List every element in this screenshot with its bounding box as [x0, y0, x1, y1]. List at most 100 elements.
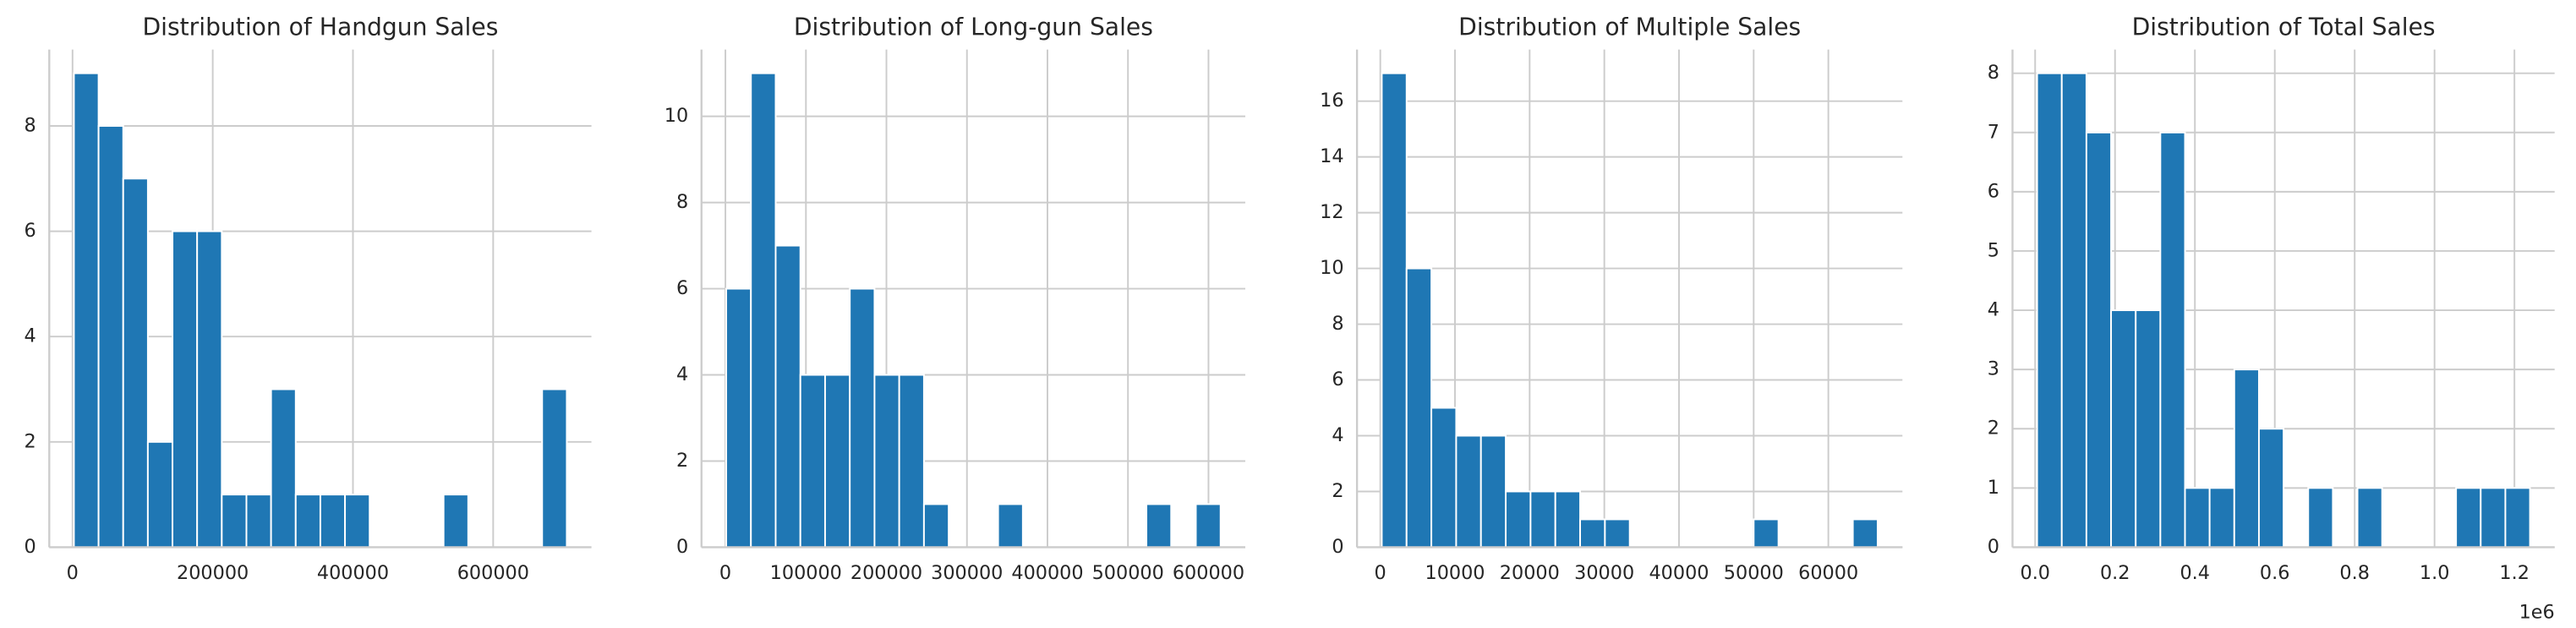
- x-tick-label: 400000: [1011, 562, 1083, 584]
- y-tick-label: 1: [1988, 477, 1999, 499]
- bar: [873, 374, 900, 549]
- bar: [1479, 434, 1507, 549]
- bar: [1195, 503, 1222, 549]
- chart-title: Distribution of Multiple Sales: [1458, 13, 1801, 41]
- x-tick-label: 0.2: [2100, 562, 2130, 584]
- bar: [1604, 518, 1631, 549]
- bar: [1381, 72, 1408, 549]
- bar: [221, 494, 248, 549]
- bar: [799, 374, 826, 549]
- bar: [2257, 428, 2285, 549]
- bar: [2480, 487, 2507, 549]
- y-tick-label: 6: [25, 220, 36, 242]
- bar: [2135, 309, 2162, 549]
- y-tick-label: 8: [676, 191, 688, 213]
- bar: [2208, 487, 2235, 549]
- bar: [1554, 490, 1582, 549]
- y-tick-label: 0: [1332, 536, 1343, 558]
- bar: [2356, 487, 2383, 549]
- y-tick-label: 6: [1332, 369, 1343, 390]
- chart-title: Distribution of Long-gun Sales: [794, 13, 1153, 41]
- y-tick-label: 2: [1332, 480, 1343, 502]
- bar: [849, 287, 876, 549]
- x-tick-label: 0: [719, 562, 731, 584]
- bar: [196, 230, 223, 549]
- x-tick-label: 100000: [770, 562, 842, 584]
- bar: [2504, 487, 2531, 549]
- bar: [2184, 487, 2211, 549]
- bar: [774, 244, 801, 549]
- x-tick-label: 600000: [1173, 562, 1244, 584]
- bar: [2159, 131, 2186, 549]
- bar: [1430, 407, 1458, 549]
- x-tick-label: 0: [1375, 562, 1386, 584]
- x-tick-label: 500000: [1092, 562, 1164, 584]
- y-tick-label: 0: [676, 536, 688, 558]
- x-tick-label: 600000: [457, 562, 529, 584]
- x-tick-label: 1.0: [2420, 562, 2450, 584]
- bar: [2455, 487, 2482, 549]
- x-tick-label: 10000: [1425, 562, 1485, 584]
- x-tick-label: 30000: [1574, 562, 1634, 584]
- bar: [1753, 518, 1780, 549]
- y-tick-label: 4: [676, 363, 688, 385]
- x-offset-label: 1e6: [2519, 602, 2555, 624]
- y-tick-label: 8: [1988, 62, 1999, 84]
- bar: [1529, 490, 1556, 549]
- bar: [1851, 518, 1879, 549]
- x-tick-label: 400000: [317, 562, 389, 584]
- y-tick-label: 16: [1320, 90, 1343, 112]
- y-tick-label: 7: [1988, 121, 1999, 143]
- y-tick-label: 3: [1988, 358, 1999, 380]
- x-tick-label: 300000: [931, 562, 1003, 584]
- x-tick-label: 0: [67, 562, 79, 584]
- bar: [122, 177, 149, 549]
- bar: [172, 230, 199, 549]
- bar: [1455, 434, 1482, 549]
- x-tick-label: 50000: [1724, 562, 1784, 584]
- y-tick-label: 0: [25, 536, 36, 558]
- bar: [442, 494, 469, 549]
- bar: [1146, 503, 1173, 549]
- bar: [1405, 267, 1433, 549]
- bar: [73, 72, 100, 549]
- x-tick-label: 40000: [1649, 562, 1709, 584]
- y-tick-label: 14: [1320, 145, 1343, 167]
- y-tick-label: 2: [676, 450, 688, 472]
- x-tick-label: 1.2: [2499, 562, 2530, 584]
- chart-title: Distribution of Handgun Sales: [142, 13, 498, 41]
- x-tick-label: 200000: [850, 562, 922, 584]
- bar: [922, 503, 950, 549]
- y-tick-label: 8: [25, 114, 36, 136]
- bar: [245, 494, 272, 549]
- y-tick-label: 2: [1988, 418, 1999, 440]
- bar: [2307, 487, 2334, 549]
- x-tick-label: 60000: [1798, 562, 1858, 584]
- bar: [294, 494, 321, 549]
- bar: [898, 374, 925, 549]
- bar: [1505, 490, 1532, 549]
- bar: [2233, 369, 2260, 549]
- x-tick-label: 0.6: [2260, 562, 2290, 584]
- x-tick-label: 0.0: [2020, 562, 2050, 584]
- y-tick-label: 10: [1320, 257, 1343, 279]
- y-tick-label: 8: [1332, 313, 1343, 335]
- y-tick-label: 0: [1988, 536, 1999, 558]
- y-tick-label: 4: [25, 325, 36, 347]
- bar: [2036, 72, 2063, 549]
- bar: [344, 494, 371, 549]
- x-tick-label: 20000: [1500, 562, 1560, 584]
- x-tick-label: 0.8: [2339, 562, 2370, 584]
- bar: [270, 388, 297, 549]
- bar: [1579, 518, 1606, 549]
- bar: [725, 287, 752, 549]
- bar: [146, 440, 174, 549]
- bar: [319, 494, 347, 549]
- bar: [97, 125, 124, 549]
- y-tick-label: 10: [665, 105, 688, 127]
- y-tick-label: 4: [1332, 424, 1343, 446]
- y-tick-label: 12: [1320, 201, 1343, 223]
- y-tick-label: 2: [25, 430, 36, 452]
